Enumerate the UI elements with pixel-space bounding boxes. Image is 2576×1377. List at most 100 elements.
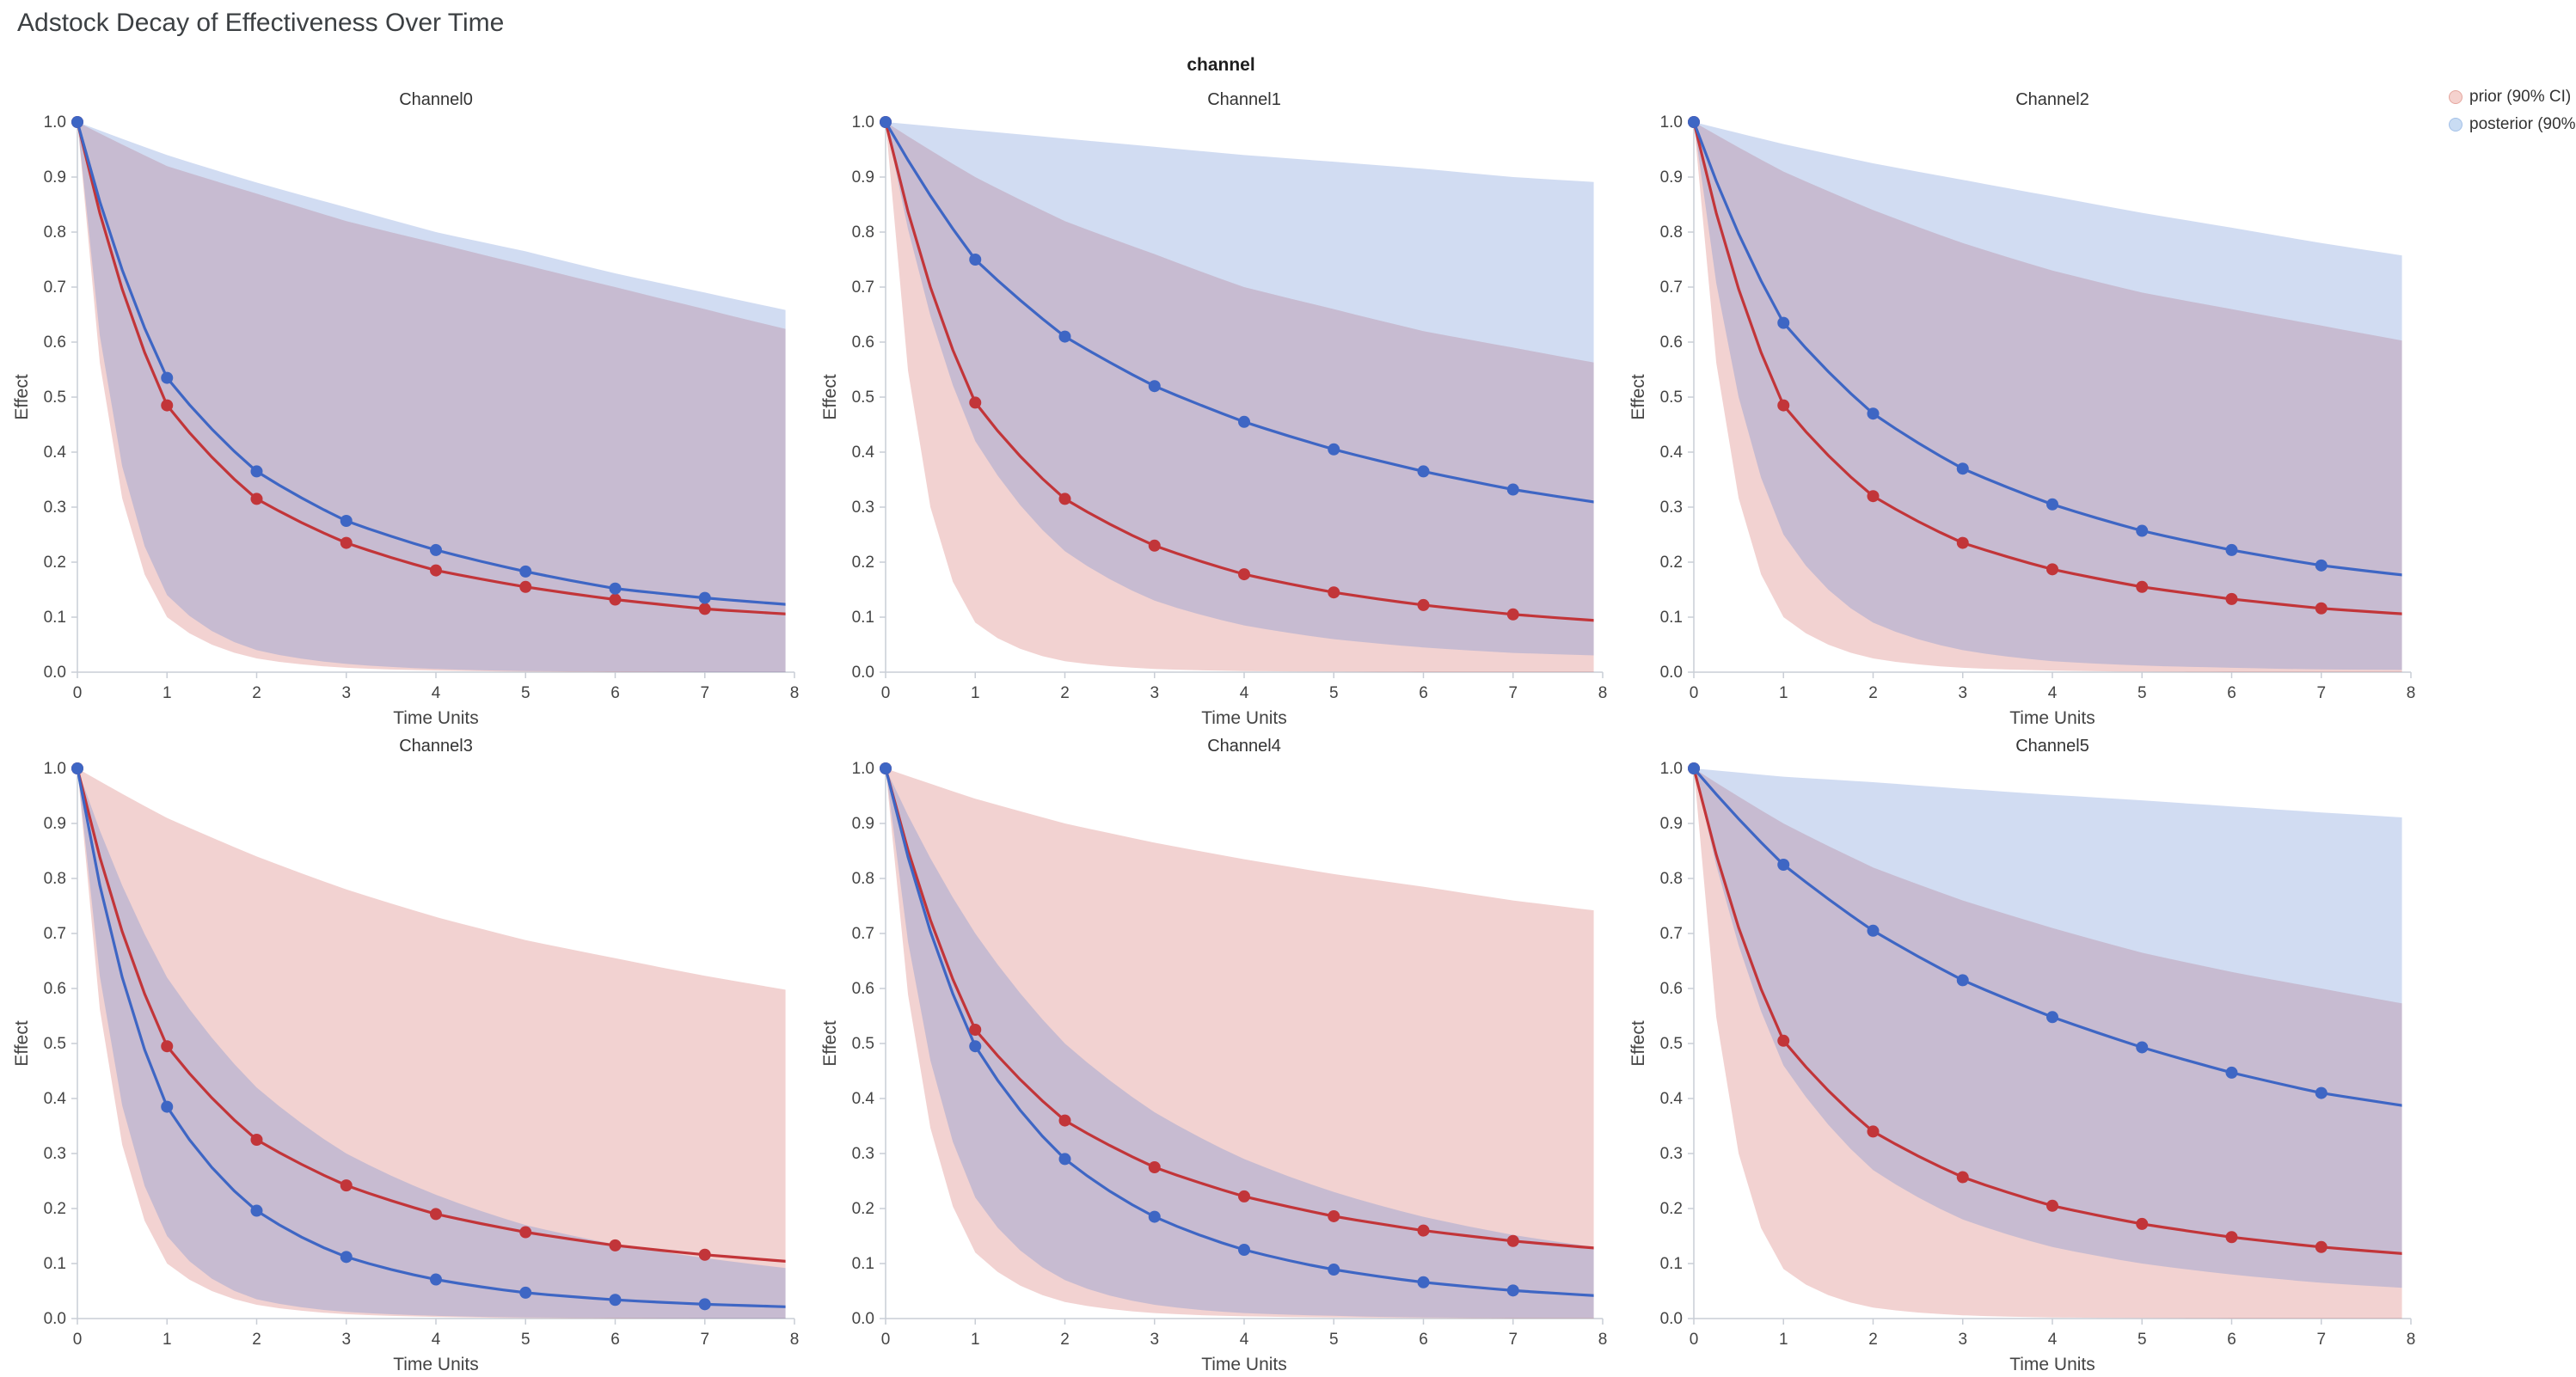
x-tick-label: 2 xyxy=(1060,684,1070,702)
x-tick-label: 7 xyxy=(700,1331,709,1349)
x-tick-label: 2 xyxy=(1868,684,1878,702)
y-tick-label: 0.0 xyxy=(44,664,66,682)
legend-item-posterior[interactable]: posterior (90% CI) xyxy=(2449,115,2576,134)
x-tick-label: 3 xyxy=(1150,684,1159,702)
subplot-title: Channel5 xyxy=(2015,737,2089,756)
posterior-ci-band xyxy=(1694,122,2402,670)
y-tick-label: 0.0 xyxy=(852,664,874,682)
x-axis-title: Time Units xyxy=(393,708,479,728)
posterior-ci-band xyxy=(77,122,786,672)
subplot-channel2[interactable]: 0 1 2 3 4 5 6 7 8 0.0 0.1 0.2 0.3 0.4 0.5 0.6 0.7 0.8 0.9 1… xyxy=(1625,83,2433,729)
y-axis-title: Effect xyxy=(820,1020,840,1066)
x-tick-label: 0 xyxy=(1690,684,1699,702)
y-tick-label: 0.0 xyxy=(1660,1310,1683,1328)
x-tick-label: 0 xyxy=(73,1331,83,1349)
y-tick-label: 0.9 xyxy=(852,815,874,833)
prior-ci-band xyxy=(1694,122,2402,672)
x-tick-label: 5 xyxy=(2137,684,2147,702)
x-tick-label: 0 xyxy=(881,1331,891,1349)
y-tick-label: 0.8 xyxy=(1660,870,1683,888)
prior-swatch-icon xyxy=(2449,90,2463,104)
posterior-ci-band xyxy=(1694,768,2402,1288)
legend-label-posterior: posterior (90% CI) xyxy=(2469,115,2576,133)
x-tick-label: 5 xyxy=(521,1331,531,1349)
y-tick-label: 0.9 xyxy=(1660,168,1683,187)
prior-markers xyxy=(1688,762,2328,1253)
x-tick-label: 3 xyxy=(1150,1331,1159,1349)
y-tick-label: 0.6 xyxy=(852,334,874,352)
x-tick-label: 1 xyxy=(1779,1331,1788,1349)
x-tick-label: 4 xyxy=(432,684,441,702)
x-axis-title: Time Units xyxy=(393,1355,479,1374)
y-tick-label: 1.0 xyxy=(1660,760,1683,778)
legend-item-prior[interactable]: prior (90% CI) xyxy=(2449,88,2576,107)
legend: prior (90% CI) posterior (90% CI) xyxy=(2449,88,2576,134)
subplot-channel3[interactable]: 0 1 2 3 4 5 6 7 8 0.0 0.1 0.2 0.3 0.4 0.5 0.6 0.7 0.8 0.9 1… xyxy=(9,729,817,1375)
posterior-ci-band xyxy=(77,768,786,1319)
y-tick-label: 0.3 xyxy=(852,499,874,517)
y-axis-title: Effect xyxy=(1628,1020,1648,1066)
y-tick-label: 0.3 xyxy=(44,1145,66,1163)
y-tick-label: 0.7 xyxy=(1660,925,1683,943)
x-tick-label: 4 xyxy=(432,1331,441,1349)
y-tick-label: 0.4 xyxy=(1660,1090,1684,1108)
y-tick-label: 0.9 xyxy=(1660,815,1683,833)
y-tick-label: 0.6 xyxy=(1660,980,1683,998)
y-tick-label: 0.5 xyxy=(852,1035,874,1053)
posterior-markers xyxy=(880,762,1519,1297)
y-tick-label: 0.1 xyxy=(1660,1255,1683,1273)
x-tick-label: 0 xyxy=(1690,1331,1699,1349)
y-tick-label: 0.3 xyxy=(852,1145,874,1163)
x-tick-label: 6 xyxy=(610,1331,620,1349)
y-tick-label: 0.1 xyxy=(44,609,66,627)
y-tick-label: 0.3 xyxy=(1660,499,1683,517)
y-tick-label: 0.6 xyxy=(44,334,66,352)
x-axis-title: Time Units xyxy=(2009,1355,2095,1374)
prior-ci-band xyxy=(77,122,786,672)
y-tick-label: 0.6 xyxy=(1660,334,1683,352)
x-tick-label: 1 xyxy=(971,1331,980,1349)
x-tick-label: 2 xyxy=(252,684,261,702)
x-tick-label: 6 xyxy=(2227,1331,2236,1349)
x-tick-label: 8 xyxy=(2407,1331,2416,1349)
y-tick-label: 0.9 xyxy=(44,815,66,833)
subplot-title: Channel0 xyxy=(399,90,473,109)
subplot-channel0[interactable]: 0 1 2 3 4 5 6 7 8 0.0 0.1 0.2 0.3 0.4 0.5 0.6 0.7 0.8 0.9 1… xyxy=(9,83,817,729)
y-tick-label: 0.5 xyxy=(44,389,66,407)
subplot-channel4[interactable]: 0 1 2 3 4 5 6 7 8 0.0 0.1 0.2 0.3 0.4 0.5 0.6 0.7 0.8 0.9 1… xyxy=(817,729,1625,1375)
x-tick-label: 4 xyxy=(2048,1331,2058,1349)
x-tick-label: 1 xyxy=(163,1331,172,1349)
y-tick-label: 0.8 xyxy=(852,223,874,242)
y-tick-label: 0.0 xyxy=(852,1310,874,1328)
x-tick-label: 7 xyxy=(2316,684,2326,702)
subplot-channel1[interactable]: 0 1 2 3 4 5 6 7 8 0.0 0.1 0.2 0.3 0.4 0.5 0.6 0.7 0.8 0.9 1… xyxy=(817,83,1625,729)
posterior-markers xyxy=(71,116,711,604)
y-tick-label: 0.8 xyxy=(44,223,66,242)
y-axis-title: Effect xyxy=(1628,374,1648,419)
y-tick-label: 0.2 xyxy=(44,554,66,572)
prior-markers xyxy=(880,762,1519,1247)
y-tick-label: 0.3 xyxy=(1660,1145,1683,1163)
y-tick-label: 0.2 xyxy=(1660,1200,1683,1218)
y-tick-label: 0.5 xyxy=(852,389,874,407)
prior-ci-band xyxy=(886,122,1594,672)
y-tick-label: 0.2 xyxy=(852,554,874,572)
x-tick-label: 1 xyxy=(971,684,980,702)
y-tick-label: 0.1 xyxy=(852,609,874,627)
y-tick-label: 0.2 xyxy=(852,1200,874,1218)
y-tick-label: 0.0 xyxy=(44,1310,66,1328)
facet-title: channel xyxy=(1187,55,1255,75)
x-tick-label: 5 xyxy=(1329,684,1339,702)
posterior-markers xyxy=(880,116,1519,496)
posterior-markers xyxy=(71,762,711,1311)
x-tick-label: 6 xyxy=(1419,684,1428,702)
y-tick-label: 0.7 xyxy=(1660,278,1683,297)
x-tick-label: 2 xyxy=(252,1331,261,1349)
prior-ci-band xyxy=(886,768,1594,1319)
x-axis-title: Time Units xyxy=(1201,708,1287,728)
x-tick-label: 7 xyxy=(1508,1331,1518,1349)
subplot-channel5[interactable]: 0 1 2 3 4 5 6 7 8 0.0 0.1 0.2 0.3 0.4 0.5 0.6 0.7 0.8 0.9 1… xyxy=(1625,729,2433,1375)
y-tick-label: 0.5 xyxy=(44,1035,66,1053)
y-tick-label: 0.4 xyxy=(1660,444,1684,462)
posterior-markers xyxy=(1688,116,2328,572)
